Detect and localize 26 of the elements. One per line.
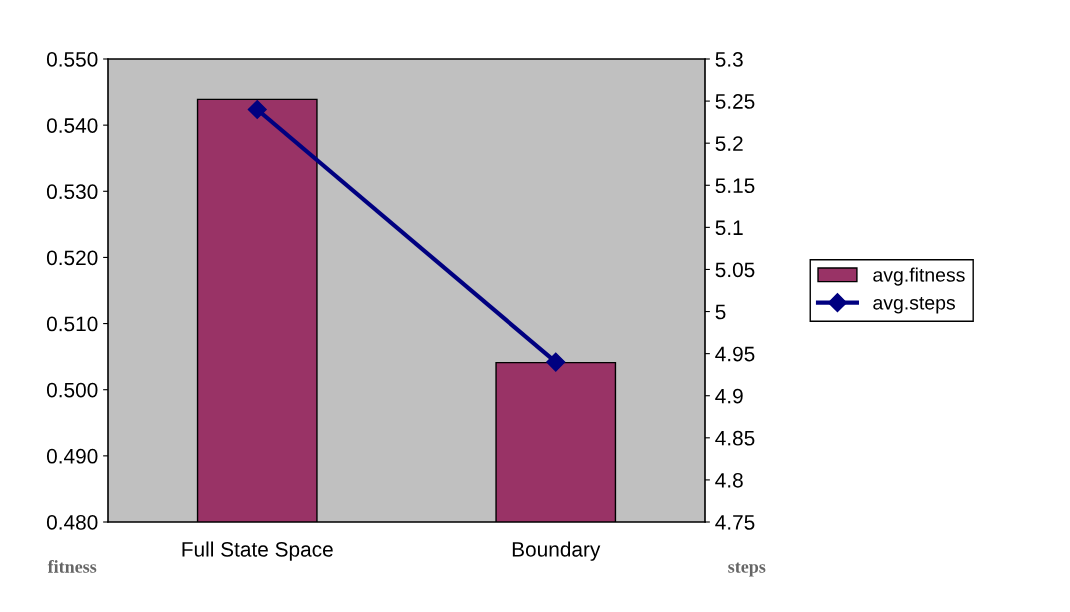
- legend-label: avg.fitness: [873, 267, 965, 286]
- y-tick-label: 0.530: [46, 184, 98, 200]
- y-tick-label: 0.550: [46, 52, 98, 67]
- y2-tick-label: 5.25: [715, 94, 755, 109]
- x-tick-label: Boundary: [512, 541, 601, 561]
- y-tick-label: 0.480: [46, 515, 98, 530]
- y-axis-title: fitness: [47, 559, 97, 573]
- y2-tick-label: 4.95: [715, 346, 755, 362]
- y-tick-label: 0.520: [46, 250, 98, 266]
- x-tick-label: Full State Space: [182, 541, 333, 561]
- y-tick-label: 0.500: [46, 382, 98, 398]
- y-tick-label: 0.540: [46, 118, 98, 133]
- y2-tick-label: 5.2: [715, 136, 743, 151]
- y2-tick-label: 4.8: [715, 472, 743, 488]
- y2-tick-label: 4.75: [715, 515, 755, 530]
- y2-tick-label: 4.85: [715, 430, 755, 446]
- y2-tick-label: 5.1: [715, 220, 743, 236]
- y2-axis-title: steps: [728, 562, 766, 577]
- y-tick-label: 0.510: [46, 316, 98, 332]
- y2-tick-label: 5: [715, 304, 726, 320]
- y2-tick-label: 5.3: [715, 52, 743, 67]
- y2-tick-label: 5.05: [715, 262, 755, 278]
- y-tick-label: 0.490: [46, 448, 98, 464]
- legend-label: avg.steps: [873, 296, 955, 314]
- y2-tick-label: 5.15: [715, 178, 755, 194]
- y2-tick-label: 4.9: [715, 388, 743, 404]
